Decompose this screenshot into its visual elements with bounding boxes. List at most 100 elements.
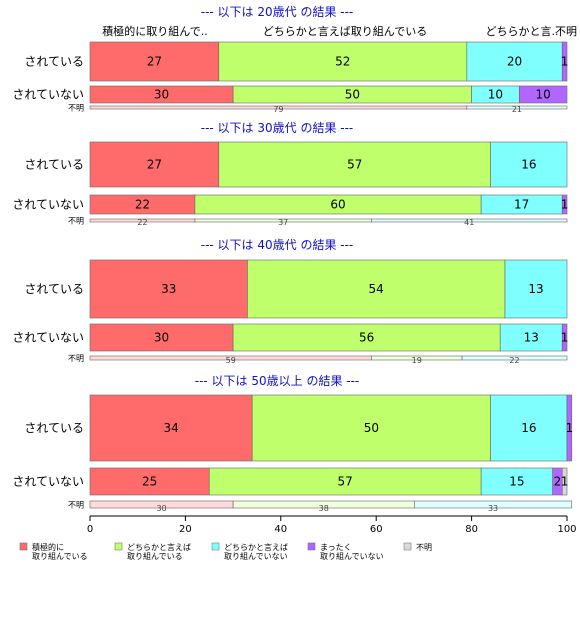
data-label: 60 (330, 198, 345, 212)
row-label: 不明 (68, 501, 84, 510)
legend-label: 取り組んでいる (127, 551, 183, 561)
data-label: 33 (161, 282, 176, 296)
bar-segment (89, 41, 220, 82)
legend-label: 積極的に (32, 542, 64, 552)
legend-swatch (19, 542, 28, 551)
data-label: 1 (561, 198, 569, 212)
legend-label: どちらかと言えば (127, 542, 191, 552)
data-label: 21 (512, 105, 522, 114)
data-label: 13 (524, 331, 539, 345)
bar-segment (89, 259, 248, 319)
row-label: されている (24, 55, 84, 69)
bar-segment (504, 259, 568, 319)
bar-segment (499, 323, 563, 352)
data-label: 79 (273, 105, 283, 114)
x-tick-label: 60 (370, 524, 383, 535)
data-label: 22 (137, 218, 147, 227)
data-label: 30 (154, 88, 169, 102)
data-label: 22 (135, 198, 150, 212)
row-label: 不明 (68, 104, 84, 113)
data-label: 56 (359, 331, 374, 345)
row-label: されていない (12, 88, 84, 102)
row-label: されていない (12, 475, 84, 489)
data-label: 50 (345, 88, 360, 102)
legend-label: 取り組んでいない (320, 551, 384, 561)
data-label: 52 (335, 55, 350, 69)
x-tick-label: 80 (465, 524, 478, 535)
bar-segment (561, 41, 568, 82)
data-label: 27 (147, 55, 162, 69)
data-label: 25 (142, 475, 157, 489)
data-label: 10 (536, 88, 551, 102)
x-tick-label: 40 (274, 524, 287, 535)
bar-segment (561, 323, 568, 352)
legend-swatch (307, 542, 316, 551)
panel-title: --- 以下は 20歳代 の結果 --- (201, 5, 354, 19)
data-label: 30 (156, 504, 166, 513)
data-label: 2 (554, 475, 562, 489)
bar-segment (566, 394, 573, 462)
bar-segment (480, 467, 553, 496)
data-label: 57 (347, 158, 362, 172)
bar-segment (518, 85, 568, 104)
data-label: 30 (154, 331, 169, 345)
bar-segment (89, 141, 220, 188)
data-label: 34 (163, 421, 178, 435)
header-label: どちらかと言.. (486, 25, 559, 38)
data-label: 16 (521, 421, 536, 435)
legend-swatch (211, 542, 220, 551)
row-label: されている (24, 282, 84, 296)
data-label: 37 (278, 218, 288, 227)
row-label: されている (24, 158, 84, 172)
data-label: 22 (509, 356, 519, 365)
panel-title: --- 以下は 40歳代 の結果 --- (201, 238, 354, 252)
row-label: 不明 (68, 354, 84, 363)
data-label: 19 (412, 356, 422, 365)
data-label: 13 (528, 282, 543, 296)
bar-segment (561, 194, 568, 215)
legend-swatch (114, 542, 123, 551)
panel-title: --- 以下は 50歳以上 の結果 --- (195, 374, 360, 388)
bar-segment (218, 41, 468, 82)
data-label: 1 (561, 331, 569, 345)
data-label: 33 (488, 504, 498, 513)
bar-segment (466, 41, 563, 82)
bar-segment (490, 141, 568, 188)
legend-label: どちらかと言えば (224, 542, 288, 552)
data-label: 16 (521, 158, 536, 172)
bar-segment (461, 355, 568, 361)
row-label: 不明 (68, 217, 84, 226)
data-label: 1 (561, 475, 569, 489)
bar-segment (490, 394, 568, 462)
legend-label: 不明 (416, 543, 432, 552)
row-label: されていない (12, 198, 84, 212)
data-label: 15 (509, 475, 524, 489)
data-label: 38 (319, 504, 329, 513)
bar-segment (251, 394, 491, 462)
panel-title: --- 以下は 30歳代 の結果 --- (201, 121, 354, 135)
data-label: 59 (226, 356, 236, 365)
data-label: 1 (561, 55, 569, 69)
bar-segment (89, 323, 234, 352)
bar-segment (414, 500, 573, 509)
data-label: 41 (464, 218, 474, 227)
legend-label: まったく (320, 543, 352, 552)
bar-segment (247, 259, 506, 319)
data-label: 1 (566, 421, 574, 435)
x-tick-label: 100 (557, 524, 576, 535)
bar-segment (208, 467, 482, 496)
legend-swatch (403, 542, 412, 551)
row-label: されていない (12, 331, 84, 345)
data-label: 20 (507, 55, 522, 69)
x-tick-label: 20 (179, 524, 192, 535)
data-label: 50 (364, 421, 379, 435)
legend-label: 取り組んでいる (32, 551, 88, 561)
header-label: どちらかと言えば取り組んでいる (263, 25, 427, 38)
data-label: 17 (514, 198, 529, 212)
data-label: 10 (488, 88, 503, 102)
legend-label: 取り組んでいない (224, 551, 288, 561)
header-label: 積極的に取り組んで.. (102, 24, 207, 38)
bar-segment (371, 218, 568, 223)
bar-segment (561, 467, 568, 496)
